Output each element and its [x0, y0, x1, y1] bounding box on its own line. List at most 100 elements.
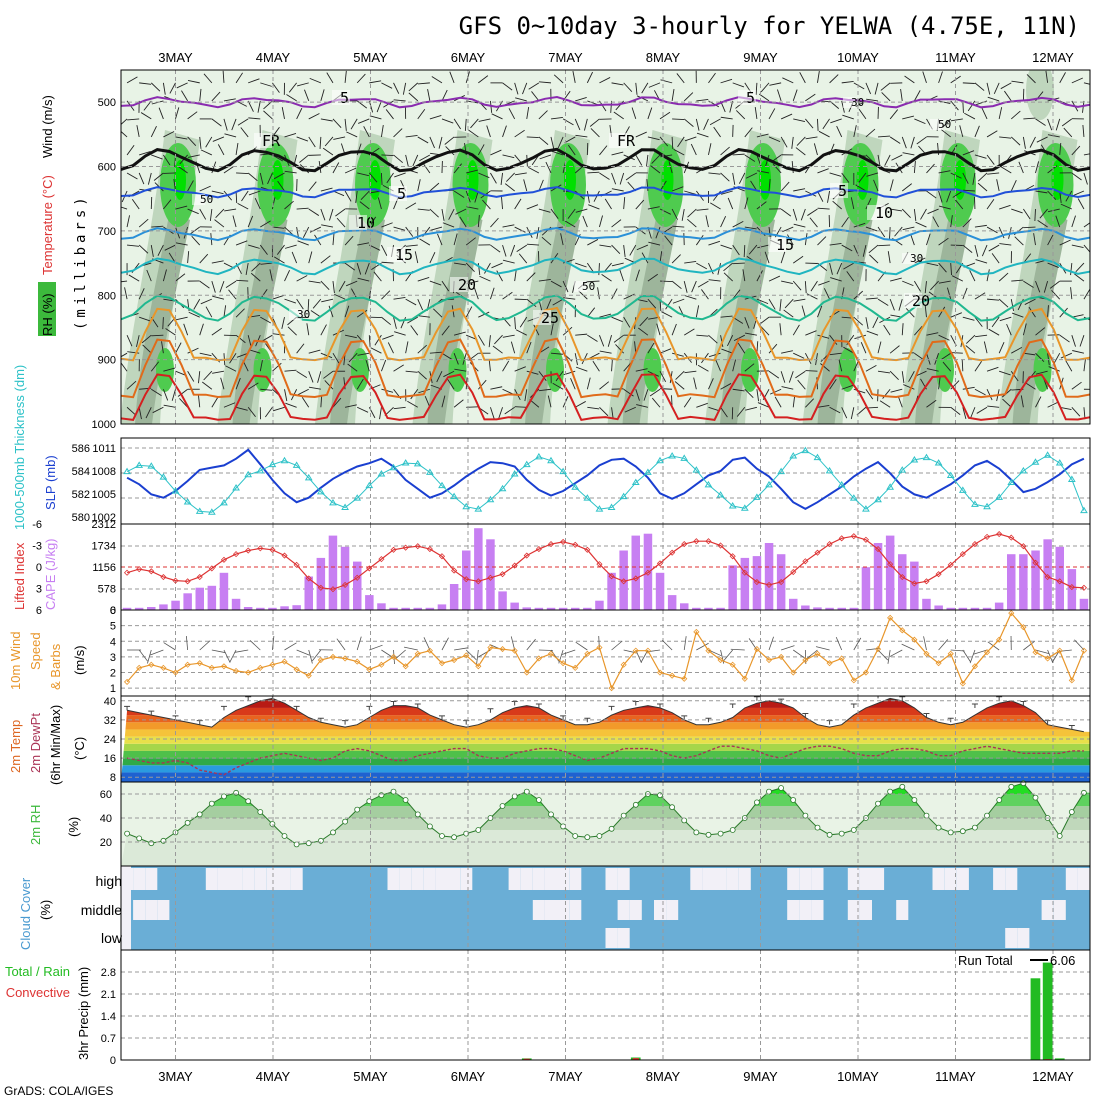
wind10m-barb: [369, 644, 383, 651]
temp-minmax-marker: [753, 696, 760, 701]
wind-barb: [822, 118, 830, 130]
wind-barb: [136, 335, 140, 347]
wind10m-barb: [806, 649, 818, 660]
wind-barb: [830, 118, 842, 124]
slp-point: [862, 505, 870, 512]
wind-barb: [474, 190, 479, 203]
cloud-gap: [532, 868, 545, 890]
wind-barb: [916, 136, 927, 145]
wind10m-barb: [877, 649, 889, 661]
wind-barb: [162, 269, 167, 282]
rh2m-point: [1032, 794, 1039, 801]
wind-barb: [187, 111, 198, 120]
cape-bar: [437, 604, 447, 610]
wind10m-barb: [950, 649, 965, 652]
wind10m-point: [778, 653, 785, 660]
cape-bar: [171, 600, 180, 610]
cape-bar: [353, 561, 362, 610]
wind-barb: [284, 270, 290, 282]
wind-barb: [1071, 314, 1084, 318]
wind-barb: [732, 221, 744, 228]
wind-barb: [429, 114, 442, 120]
cloud-gap: [460, 868, 473, 890]
wind-barb: [720, 407, 728, 418]
wind-barb: [695, 234, 704, 246]
wind-barb: [942, 361, 952, 372]
wind-barb: [1060, 203, 1073, 210]
wind-barb: [312, 298, 322, 309]
wind-barb: [942, 118, 952, 128]
wind-barb: [296, 370, 308, 378]
wind-barb: [539, 154, 552, 160]
rh2m-point: [669, 804, 675, 811]
rh2m-point: [984, 812, 990, 819]
wind-barb: [986, 130, 998, 138]
wind-barb: [405, 370, 418, 373]
wind-barb: [611, 359, 613, 372]
wind-barb: [659, 208, 671, 215]
cape-bar: [474, 528, 483, 610]
wind-barb: [376, 100, 382, 113]
contour-label: 25: [541, 309, 559, 327]
wind-barb: [853, 222, 866, 228]
wind-barb: [272, 333, 285, 336]
wind-barb: [756, 133, 769, 138]
wind-barb: [940, 129, 951, 138]
precip-tick: 1.4: [101, 1011, 116, 1023]
wind-barb: [417, 298, 424, 311]
wind-barb: [805, 370, 818, 372]
slp-point: [147, 462, 156, 469]
wind10m-point: [535, 655, 542, 662]
rh-saturated-core: [661, 160, 674, 200]
wind-barb: [344, 334, 357, 339]
wind-barb: [1036, 136, 1048, 143]
wind-barb: [913, 280, 921, 292]
rh2m-point: [136, 835, 143, 842]
wind-barb: [1004, 90, 1012, 102]
wind-barb: [647, 298, 657, 309]
top-date-label: 4MAY: [256, 50, 291, 65]
wind10m-point: [269, 661, 276, 668]
wind-barb: [703, 118, 709, 131]
wind-barb: [308, 181, 317, 192]
rh2m-point: [548, 811, 554, 818]
lifted-index-point: [487, 574, 494, 581]
lifted-index-point: [414, 543, 421, 550]
slp-point: [704, 480, 713, 488]
cloud-gap: [799, 900, 812, 920]
lifted-index-point: [644, 569, 651, 576]
rh-plume-core: [915, 210, 970, 424]
contour-label-bg: [387, 247, 405, 262]
wind-barb: [296, 207, 309, 210]
thickness-tick: 582: [72, 489, 90, 501]
wind-barb: [1047, 262, 1059, 269]
rh2m-point: [1068, 809, 1075, 815]
wind-barb: [494, 334, 503, 345]
wind-barb: [986, 269, 990, 282]
wind-barb: [531, 91, 540, 102]
wind10m-point: [959, 680, 966, 687]
slp-point: [740, 504, 749, 511]
wind-barb: [683, 328, 695, 336]
wind-barb: [720, 383, 732, 390]
rh2m-point: [342, 818, 349, 825]
wind-barb: [889, 345, 900, 354]
cloud-cover-panel: high middle low Cloud Cover (%): [18, 865, 1091, 951]
wind-barb: [1035, 280, 1041, 293]
cloud-gap: [847, 900, 860, 920]
rh2m-point: [378, 792, 385, 799]
wind-barb: [147, 172, 152, 185]
rh-plume-core: [427, 210, 483, 424]
wind-barb: [320, 352, 333, 359]
wind-barb: [1047, 234, 1054, 246]
slp-point: [619, 492, 628, 500]
wind10m-barb: [150, 649, 164, 656]
cape-tick: 1734: [92, 541, 116, 553]
contour-label-bg: [389, 186, 407, 201]
upper-air-ylabels: RH (%) Temperature (°C) Wind (m/s) (mill…: [38, 95, 89, 336]
wind-barb: [486, 125, 491, 138]
wind-barb: [223, 98, 236, 102]
rh2m-point: [1008, 783, 1015, 790]
cloud-gap: [956, 868, 969, 890]
wind-barb: [1000, 166, 1012, 174]
